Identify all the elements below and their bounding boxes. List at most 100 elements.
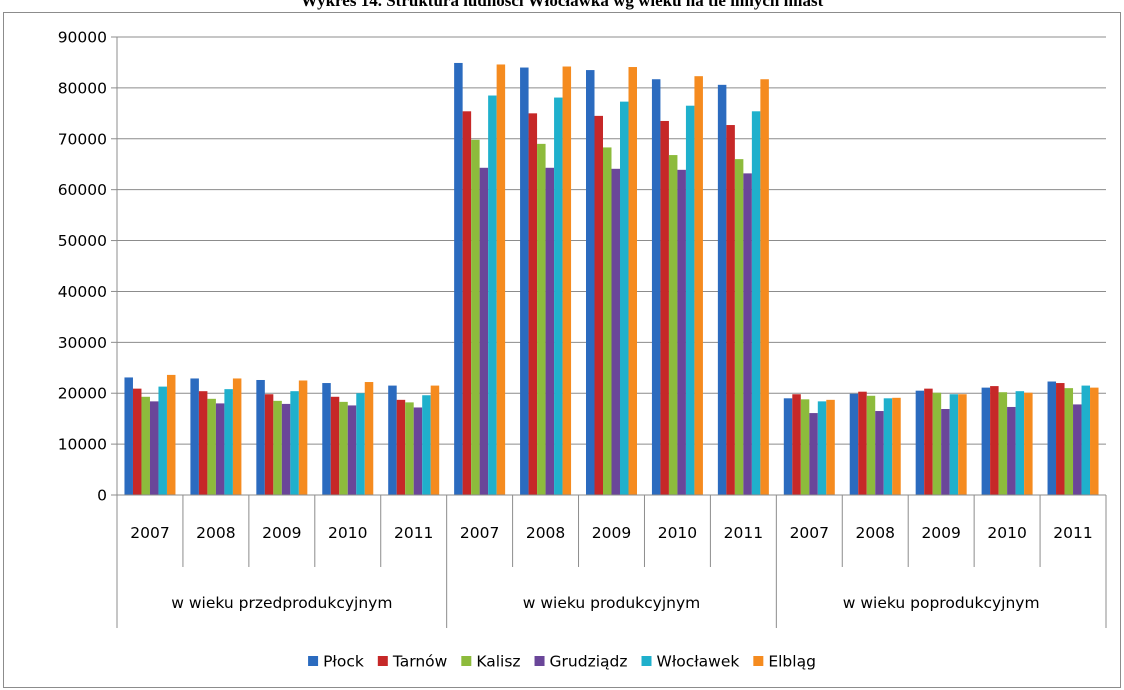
bar [207,399,216,495]
legend: Płock Tarnów Kalisz Grudziądz Włocławek Elblą… [308,653,816,671]
bar [686,106,695,495]
bar [454,63,463,495]
bar [784,398,793,495]
y-tick-label: 90000 [58,29,107,47]
y-tick-label: 40000 [58,283,107,301]
bar [850,394,859,495]
legend-label: Grudziądz [550,653,628,671]
legend-swatch [642,656,652,666]
bar [950,394,959,495]
y-tick-label: 60000 [58,181,107,199]
bar [190,378,199,495]
legend-label: Tarnów [392,653,448,671]
group-label: w wieku poprodukcyjnym [843,594,1040,612]
y-tick-label: 70000 [58,130,107,148]
bar [463,111,472,495]
bar [603,147,612,495]
y-tick-label: 0 [97,487,107,505]
x-tick-label: 2010 [658,524,697,542]
legend-label: Płock [323,653,364,671]
bar [752,111,761,495]
bar [233,378,242,495]
bar [743,173,752,495]
bar [826,400,835,495]
bar [694,76,703,495]
bar [941,409,950,495]
bar [224,389,233,495]
y-tick-label: 20000 [58,385,107,403]
bar [858,392,867,495]
bar [818,401,827,495]
bar [629,67,638,495]
x-tick-label: 2007 [790,524,829,542]
legend-swatch [378,656,388,666]
bar [397,400,406,495]
legend-label: Elbląg [768,653,816,671]
bar [1007,407,1016,495]
bar [546,168,555,495]
group-label: w wieku przedprodukcyjnym [171,594,392,612]
x-tick-label: 2009 [921,524,960,542]
bar [348,405,357,495]
bar [1073,404,1082,495]
bar [586,70,595,495]
legend-swatch [461,656,471,666]
bar [933,393,942,495]
bar [677,170,686,495]
bar [1048,382,1057,495]
y-tick-label: 50000 [58,232,107,250]
bar [809,413,818,495]
bar [158,387,167,495]
x-tick-label: 2011 [724,524,763,542]
bar [480,168,489,495]
bar [726,125,735,495]
bar [801,399,810,495]
bar [792,394,801,495]
bar [595,116,604,495]
bar [256,380,265,495]
bar [735,159,744,495]
bar [612,169,621,495]
y-tick-label: 10000 [58,436,107,454]
bar [982,388,991,495]
bar [488,96,497,495]
bar [652,79,661,495]
legend-label: Kalisz [476,653,520,671]
legend-label: Włocławek [657,653,740,671]
bar [356,393,365,495]
x-tick-label: 2008 [856,524,895,542]
bar [273,401,282,495]
bar [1016,391,1025,495]
bar [1024,393,1033,495]
bar [150,401,159,495]
group-label: w wieku produkcyjnym [523,594,700,612]
legend-swatch [535,656,545,666]
axes: 0 10000 20000 30000 40000 50000 60000 70000 8000… [58,29,1106,629]
bar [660,121,669,495]
bar [867,396,876,495]
x-tick-label: 2011 [1053,524,1092,542]
x-tick-label: 2008 [196,524,235,542]
bar [875,411,884,495]
bar [405,402,414,495]
x-tick-label: 2011 [394,524,433,542]
bar [299,381,308,496]
bar [718,85,727,495]
bar [331,397,340,495]
bar [265,394,274,495]
bar [282,404,291,495]
bar [1056,383,1065,495]
bar [1065,388,1074,495]
bar [537,144,546,495]
legend-swatch [753,656,763,666]
bar [760,79,769,495]
x-tick-label: 2009 [262,524,301,542]
bar [924,389,933,495]
x-tick-label: 2010 [328,524,367,542]
bar [471,140,480,495]
legend-swatch [308,656,318,666]
bar [892,398,901,495]
bar [141,397,150,495]
bar [422,395,431,495]
